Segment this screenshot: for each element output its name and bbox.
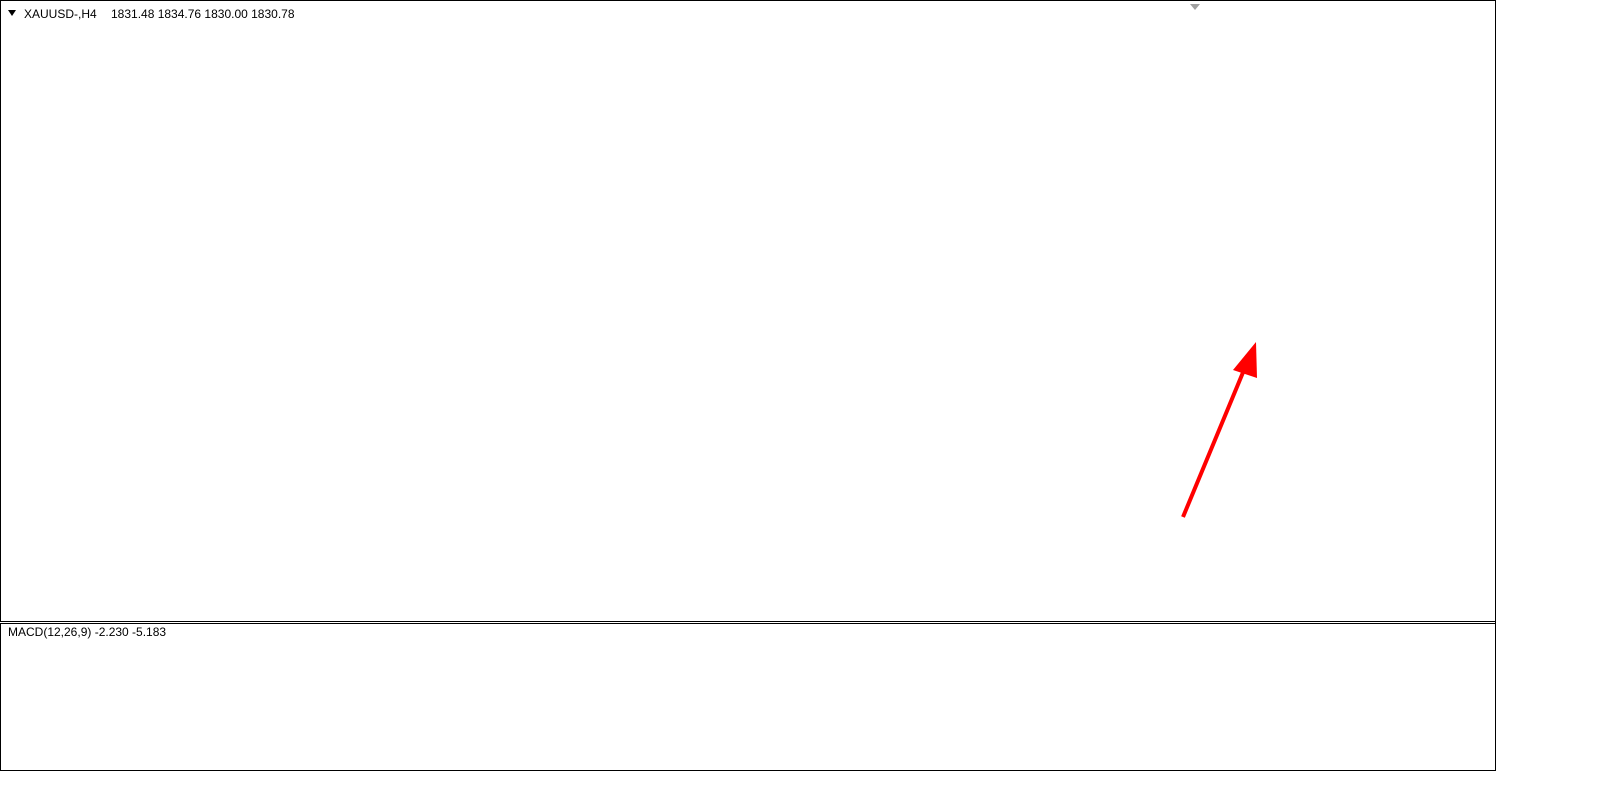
- macd-title: MACD(12,26,9) -2.230 -5.183: [8, 625, 166, 639]
- shift-marker: [1190, 4, 1200, 10]
- menu-triangle[interactable]: [8, 10, 16, 16]
- ohlc-info: 1831.48 1834.76 1830.00 1830.78: [111, 7, 295, 21]
- trend-arrow-shaft: [1181, 369, 1246, 518]
- trend-arrow-head: [1233, 342, 1257, 378]
- symbol-title: XAUUSD-,H4: [24, 7, 97, 21]
